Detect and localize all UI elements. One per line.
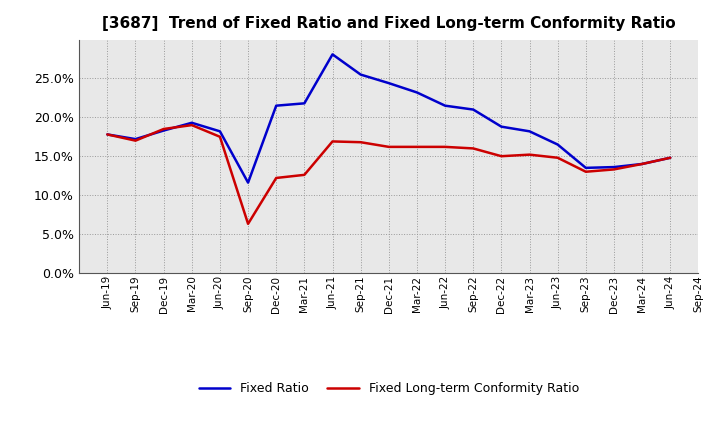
Fixed Ratio (244, 180, 253, 185)
Fixed Long-term Conformity Ratio (441, 144, 449, 150)
Fixed Ratio (384, 81, 393, 86)
Fixed Ratio (215, 128, 224, 134)
Fixed Long-term Conformity Ratio (469, 146, 477, 151)
Fixed Long-term Conformity Ratio (103, 132, 112, 137)
Legend: Fixed Ratio, Fixed Long-term Conformity Ratio: Fixed Ratio, Fixed Long-term Conformity … (194, 377, 584, 400)
Fixed Long-term Conformity Ratio (525, 152, 534, 157)
Fixed Ratio (610, 165, 618, 170)
Fixed Ratio (187, 120, 196, 125)
Fixed Long-term Conformity Ratio (328, 139, 337, 144)
Fixed Ratio (666, 155, 675, 161)
Fixed Ratio (554, 142, 562, 147)
Fixed Ratio (525, 128, 534, 134)
Fixed Long-term Conformity Ratio (666, 155, 675, 161)
Fixed Long-term Conformity Ratio (497, 154, 505, 159)
Fixed Ratio (582, 165, 590, 170)
Fixed Long-term Conformity Ratio (384, 144, 393, 150)
Fixed Long-term Conformity Ratio (582, 169, 590, 174)
Fixed Long-term Conformity Ratio (244, 221, 253, 227)
Line: Fixed Ratio: Fixed Ratio (107, 55, 670, 183)
Fixed Long-term Conformity Ratio (356, 139, 365, 145)
Fixed Ratio (638, 161, 647, 167)
Fixed Ratio (356, 72, 365, 77)
Fixed Ratio (103, 132, 112, 137)
Fixed Ratio (441, 103, 449, 108)
Line: Fixed Long-term Conformity Ratio: Fixed Long-term Conformity Ratio (107, 125, 670, 224)
Fixed Ratio (131, 136, 140, 142)
Fixed Long-term Conformity Ratio (131, 138, 140, 143)
Title: [3687]  Trend of Fixed Ratio and Fixed Long-term Conformity Ratio: [3687] Trend of Fixed Ratio and Fixed Lo… (102, 16, 675, 32)
Fixed Ratio (272, 103, 281, 108)
Fixed Long-term Conformity Ratio (159, 126, 168, 132)
Fixed Ratio (300, 101, 309, 106)
Fixed Long-term Conformity Ratio (638, 161, 647, 167)
Fixed Ratio (413, 90, 421, 95)
Fixed Ratio (328, 52, 337, 57)
Fixed Long-term Conformity Ratio (272, 175, 281, 180)
Fixed Ratio (159, 128, 168, 133)
Fixed Long-term Conformity Ratio (554, 155, 562, 161)
Fixed Long-term Conformity Ratio (215, 134, 224, 139)
Fixed Long-term Conformity Ratio (610, 167, 618, 172)
Fixed Long-term Conformity Ratio (300, 172, 309, 177)
Fixed Long-term Conformity Ratio (187, 122, 196, 128)
Fixed Ratio (469, 107, 477, 112)
Fixed Ratio (497, 124, 505, 129)
Fixed Long-term Conformity Ratio (413, 144, 421, 150)
